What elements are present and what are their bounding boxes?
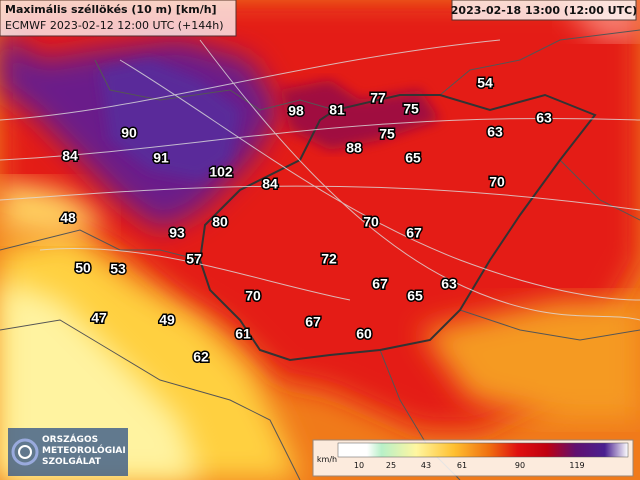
- wind-label: 75: [379, 126, 395, 142]
- wind-label: 54: [477, 75, 493, 91]
- valid-time: 2023-02-18 13:00 (12:00 UTC): [451, 4, 637, 17]
- wind-label: 91: [153, 150, 169, 166]
- wind-label: 47: [91, 310, 107, 326]
- wind-label: 80: [212, 214, 228, 230]
- color-bar: [337, 442, 629, 458]
- wind-label: 61: [235, 326, 251, 342]
- wind-label: 93: [169, 225, 185, 241]
- wind-label: 84: [62, 148, 78, 164]
- wind-labels: 54 77 81 75 98 63 63 90 75 88 84 91 65 102 84 70 48 80 70 9…: [59, 73, 554, 366]
- wind-label: 65: [405, 150, 421, 166]
- wind-label: 67: [372, 276, 388, 292]
- wind-label: 77: [370, 90, 386, 106]
- wind-label: 75: [403, 101, 419, 117]
- wind-label: 63: [487, 124, 503, 140]
- wind-label: 53: [110, 261, 126, 277]
- header: Maximális széllökés (10 m) [km/h] ECMWF …: [0, 0, 637, 37]
- logo-line: ORSZÁGOS: [42, 433, 98, 445]
- legend-tick: 43: [421, 461, 431, 470]
- streamlines: [0, 39, 640, 321]
- title: Maximális széllökés (10 m) [km/h]: [5, 3, 217, 16]
- legend: km/h 10 25 43 61 90 119: [312, 439, 634, 477]
- wind-label: 98: [288, 103, 304, 119]
- wind-label: 88: [346, 140, 362, 156]
- wind-label: 72: [321, 251, 337, 267]
- legend-tick: 90: [515, 461, 525, 470]
- wind-label: 57: [186, 251, 202, 267]
- wind-label: 63: [536, 110, 552, 126]
- wind-label: 60: [356, 326, 372, 342]
- country-border: [198, 93, 597, 362]
- wind-label: 84: [262, 176, 278, 192]
- legend-tick: 119: [569, 461, 584, 470]
- logo: ORSZÁGOS METEOROLÓGIAI SZOLGÁLAT: [8, 428, 128, 476]
- wind-label: 81: [329, 102, 345, 118]
- wind-label: 67: [305, 314, 321, 330]
- wind-label: 63: [441, 276, 457, 292]
- wind-label: 50: [75, 260, 91, 276]
- legend-tick: 10: [354, 461, 364, 470]
- wind-label: 49: [159, 312, 175, 328]
- wind-label: 67: [406, 225, 422, 241]
- wind-label: 70: [245, 288, 261, 304]
- wind-label: 90: [121, 125, 137, 141]
- logo-line: SZOLGÁLAT: [42, 455, 102, 467]
- legend-unit: km/h: [317, 455, 337, 464]
- wind-label: 70: [363, 214, 379, 230]
- wind-label: 102: [209, 164, 233, 180]
- legend-tick: 61: [457, 461, 467, 470]
- legend-tick: 25: [386, 461, 396, 470]
- wind-label: 48: [60, 210, 76, 226]
- logo-line: METEOROLÓGIAI: [42, 444, 126, 456]
- wind-label: 62: [193, 349, 209, 365]
- wind-label: 65: [407, 288, 423, 304]
- wind-label: 70: [489, 174, 505, 190]
- subtitle: ECMWF 2023-02-12 12:00 UTC (+144h): [5, 19, 224, 32]
